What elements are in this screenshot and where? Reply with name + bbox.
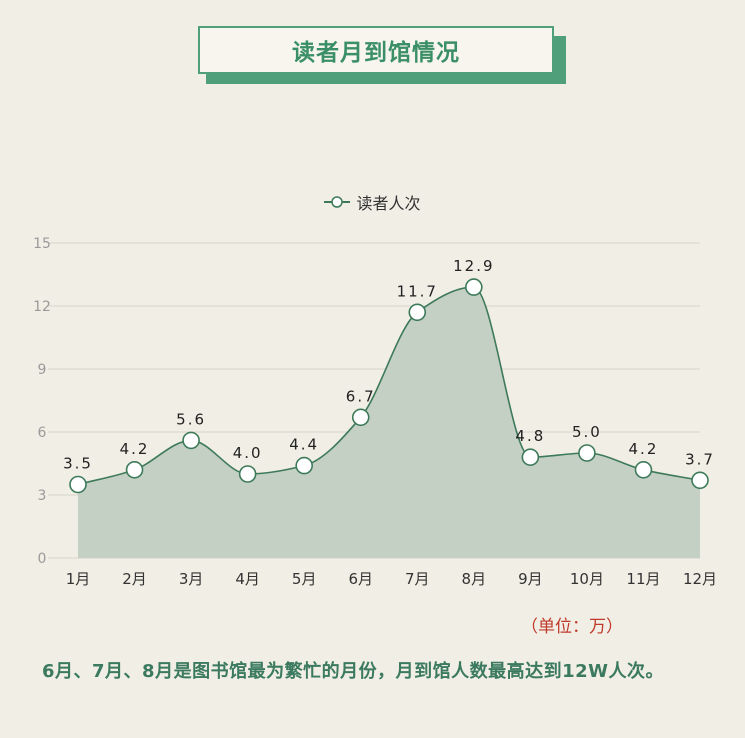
data-point (351, 408, 370, 427)
title-banner: 读者月到馆情况 (198, 26, 568, 86)
data-point (465, 278, 483, 296)
data-point (578, 444, 596, 462)
data-label: 11.7 (397, 282, 438, 300)
x-tick-label: 1月 (66, 570, 91, 588)
x-tick-label: 7月 (405, 570, 430, 588)
summary-note: 6月、7月、8月是图书馆最为繁忙的月份，月到馆人数最高达到12W人次。 (42, 661, 664, 682)
y-tick-label: 9 (38, 362, 47, 378)
x-tick-label: 8月 (462, 570, 487, 588)
legend-label: 读者人次 (356, 194, 421, 213)
data-label: 4.4 (289, 436, 319, 454)
area-chart: 0 3 6 9 12 15 3.5 1月 4.2 2月 5.6 3月 4.0 4月 4.4 5月 6.7 6月 11… (33, 236, 717, 588)
x-tick-label: 6月 (348, 570, 373, 588)
y-tick-label: 15 (33, 236, 51, 252)
legend-marker-icon (324, 196, 351, 208)
data-point (521, 448, 540, 467)
y-tick-label: 0 (38, 551, 47, 567)
x-tick-label: 4月 (235, 570, 260, 588)
data-point (634, 460, 653, 479)
data-point (691, 471, 709, 490)
unit-label: （单位：万） (521, 617, 623, 637)
y-tick-label: 6 (38, 425, 47, 441)
data-label: 4.2 (629, 440, 659, 458)
chart-title: 读者月到馆情况 (198, 26, 554, 74)
data-point (238, 465, 257, 483)
data-point (69, 475, 87, 494)
x-tick-label: 3月 (179, 570, 204, 588)
x-tick-label: 5月 (292, 570, 317, 588)
data-point (295, 456, 313, 475)
data-label: 3.7 (685, 450, 715, 468)
y-tick-label: 3 (38, 488, 47, 504)
x-tick-label: 11月 (626, 570, 660, 588)
data-label: 3.5 (63, 455, 93, 473)
data-label: 4.8 (515, 427, 545, 445)
data-label: 4.2 (120, 440, 150, 458)
series-area (78, 287, 700, 558)
legend: 读者人次 (0, 190, 745, 214)
data-label: 5.0 (572, 423, 602, 441)
data-label: 6.7 (346, 387, 376, 405)
data-point (182, 431, 200, 450)
y-tick-label: 12 (33, 299, 51, 315)
data-point (125, 460, 144, 479)
x-tick-label: 2月 (122, 570, 147, 588)
data-label: 5.6 (176, 410, 206, 428)
x-tick-label: 12月 (683, 570, 717, 588)
x-tick-label: 10月 (570, 570, 604, 588)
data-point (408, 303, 427, 322)
data-label: 12.9 (453, 257, 494, 275)
x-tick-label: 9月 (518, 570, 543, 588)
data-label: 4.0 (233, 444, 263, 462)
